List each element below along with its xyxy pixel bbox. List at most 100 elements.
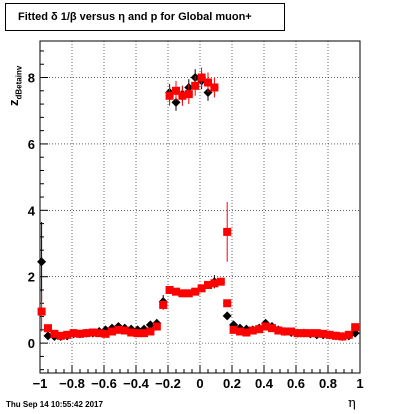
square-marker <box>56 331 65 340</box>
y-tick-label: 6 <box>28 137 35 152</box>
square-marker <box>44 324 52 333</box>
data-point-red <box>165 85 174 106</box>
y-axis-label: zdBetainv <box>6 66 24 106</box>
square-marker <box>210 279 219 288</box>
y-axis-label-sub: dBetainv <box>14 65 24 100</box>
square-marker <box>114 325 123 334</box>
square-marker <box>184 289 193 298</box>
y-axis-label-main: z <box>6 99 21 107</box>
x-tick-label: −0.2 <box>155 376 181 391</box>
data-point-red <box>223 299 232 308</box>
y-tick-label: 2 <box>28 270 35 285</box>
square-marker <box>261 322 270 331</box>
square-marker <box>312 329 321 338</box>
square-marker <box>300 329 308 338</box>
square-marker <box>120 326 129 335</box>
square-marker <box>133 329 142 338</box>
data-point-red <box>191 75 200 96</box>
y-tick-label: 4 <box>28 203 36 218</box>
square-marker <box>255 325 264 334</box>
data-point-red <box>146 327 155 336</box>
y-tick-label: 0 <box>28 336 35 351</box>
square-marker <box>242 328 251 337</box>
data-point-red <box>172 80 180 101</box>
tick-labels: −1 −0.8 −0.6 −0.4 −0.2 0 0.2 0.4 0.6 0.8 1 0 2 4 6 8 <box>28 71 364 391</box>
data-point-red <box>152 322 161 331</box>
square-marker <box>332 331 340 340</box>
title-box: Fitted δ 1/β versus η and p for Global m… <box>5 3 285 31</box>
square-marker <box>82 329 91 338</box>
data-point-red <box>216 277 225 286</box>
square-marker <box>101 329 110 338</box>
grid <box>40 41 360 373</box>
data-point-red <box>223 202 232 262</box>
square-marker <box>210 83 219 92</box>
x-tick-label: −0.6 <box>91 376 117 391</box>
diamond-marker <box>43 331 53 341</box>
diamond-marker <box>145 320 155 330</box>
x-tick-label: 0 <box>196 376 203 391</box>
square-marker <box>146 327 155 336</box>
square-marker <box>37 307 46 316</box>
x-tick-label: −0.8 <box>59 376 85 391</box>
x-tick-label: −1 <box>33 376 48 391</box>
square-marker <box>236 327 244 336</box>
x-axis-label: η <box>348 396 356 411</box>
timestamp: Thu Sep 14 10:55:42 2017 <box>6 400 103 409</box>
square-marker <box>197 73 206 82</box>
y-tick-label: 8 <box>28 71 35 86</box>
square-marker <box>344 330 353 339</box>
square-marker <box>280 327 289 336</box>
square-marker <box>140 329 148 338</box>
diamond-marker <box>222 311 232 321</box>
square-marker <box>159 300 168 309</box>
square-marker <box>351 323 360 332</box>
square-marker <box>88 328 97 337</box>
square-marker <box>184 90 193 99</box>
data-point-red <box>344 330 353 339</box>
square-marker <box>50 329 59 338</box>
x-tick-label: −0.4 <box>123 376 149 391</box>
square-marker <box>204 78 212 87</box>
data-point-red <box>210 77 219 98</box>
square-marker <box>127 328 136 337</box>
square-marker <box>172 86 180 95</box>
square-marker <box>223 227 232 236</box>
square-marker <box>338 332 347 341</box>
data-point-red <box>159 299 168 310</box>
x-tick-label: 0.4 <box>255 376 274 391</box>
data-point-black <box>37 221 47 302</box>
square-marker <box>165 91 174 100</box>
square-marker <box>229 325 238 334</box>
square-marker <box>287 327 296 336</box>
square-marker <box>274 326 283 335</box>
square-marker <box>178 289 187 298</box>
data-point-red <box>44 324 52 333</box>
square-marker <box>197 284 206 293</box>
square-marker <box>319 329 328 338</box>
x-tick-label: 0.8 <box>319 376 337 391</box>
square-marker <box>76 329 84 338</box>
chart-title: Fitted δ 1/β versus η and p for Global m… <box>18 11 252 23</box>
data-point-red <box>204 72 212 93</box>
square-marker <box>95 329 104 338</box>
square-marker <box>223 299 232 308</box>
diamond-marker <box>171 97 181 107</box>
square-marker <box>108 327 116 336</box>
square-marker <box>191 81 200 90</box>
data-series <box>37 67 360 341</box>
square-marker <box>152 322 161 331</box>
square-marker <box>216 277 225 286</box>
data-point-red <box>197 67 206 88</box>
axes <box>39 40 361 374</box>
x-tick-label: 0.6 <box>287 376 305 391</box>
square-marker <box>325 330 334 339</box>
square-marker <box>63 330 72 339</box>
data-point-red <box>37 291 46 332</box>
data-point-black <box>222 311 232 321</box>
data-point-black <box>171 94 181 111</box>
square-marker <box>191 287 200 296</box>
square-marker <box>248 326 257 335</box>
x-tick-label: 1 <box>356 376 363 391</box>
